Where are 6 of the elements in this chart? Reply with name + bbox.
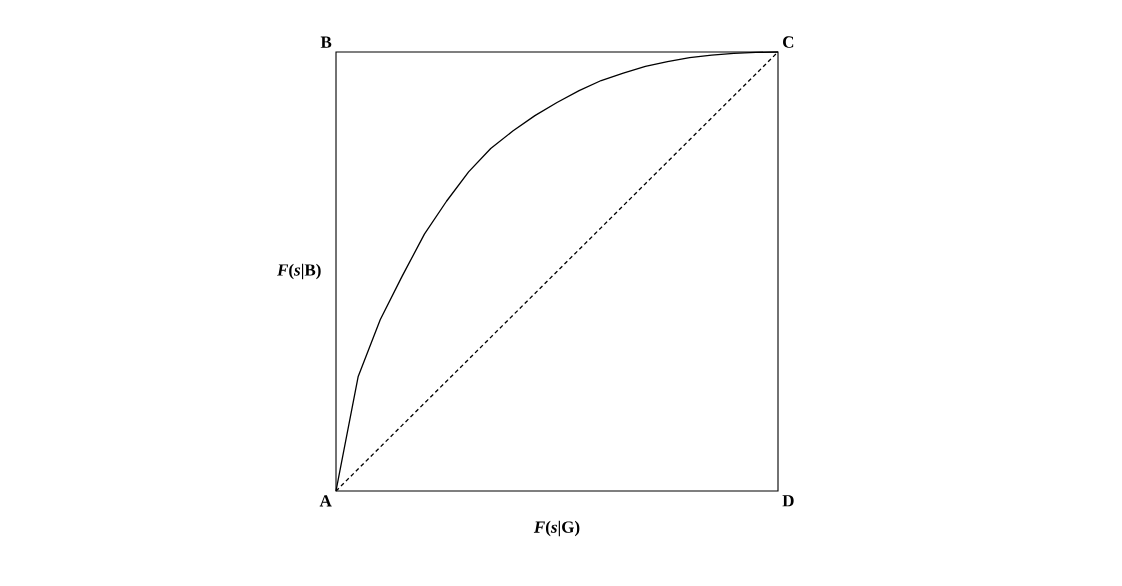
text: C bbox=[783, 36, 794, 48]
text: A bbox=[319, 495, 332, 507]
y-axis-title: F(s|B) bbox=[277, 263, 321, 280]
x-axis-title: F(s|G) bbox=[533, 520, 580, 537]
text: B bbox=[320, 36, 332, 48]
text: D bbox=[782, 495, 794, 507]
